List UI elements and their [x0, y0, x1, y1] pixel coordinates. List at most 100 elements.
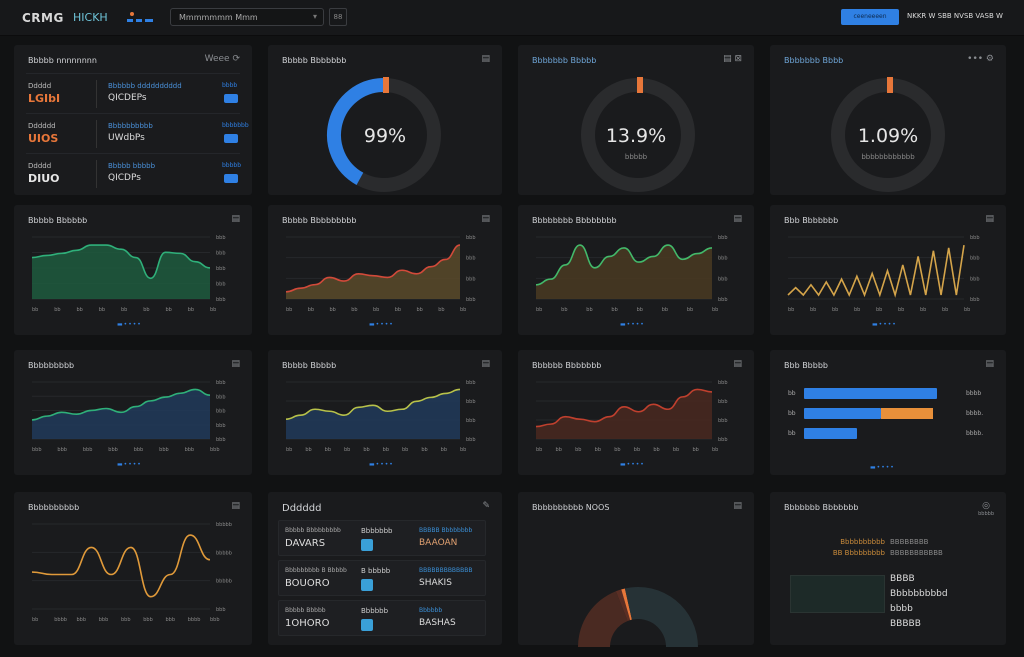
- panel-actions[interactable]: Weee ⟳: [204, 54, 240, 64]
- menu-icon[interactable]: ▤: [231, 359, 240, 369]
- camera-icon[interactable]: ◎ bbbbb: [978, 501, 994, 517]
- x-tick-label: bb: [330, 307, 336, 313]
- menu-icon[interactable]: ▤: [231, 214, 240, 224]
- pagination-dots[interactable]: ▬••••: [117, 321, 142, 328]
- menu-icon[interactable]: ▤: [733, 359, 742, 369]
- y-tick-label: bbb: [216, 394, 226, 400]
- y-tick-label: bbb: [216, 607, 226, 613]
- x-tick-label: bb: [634, 447, 640, 453]
- pagination-dots[interactable]: ▬••••: [870, 464, 895, 471]
- cell-label: Bbbbb Bbbbbbbbb: [285, 527, 341, 534]
- table-row[interactable]: Bbbbbbbbb B Bbbbb BOUORO B bbbbb BBBBBBB…: [278, 560, 486, 596]
- pagination-dots[interactable]: ▬••••: [369, 321, 394, 328]
- y-tick-label: bbb: [970, 235, 980, 241]
- pie-slice: [615, 589, 631, 621]
- series-line: [31, 388, 211, 421]
- metric-value: UWdbPs: [108, 133, 145, 143]
- trend-icon[interactable]: [224, 94, 238, 103]
- chart-panel: Bbbbbbbb Bbbbbbbb ▤ bbb bbb bbb bbb bb bb bb bb b…: [518, 205, 754, 335]
- panel-title: Bbbbbbb Bbbbb: [532, 56, 597, 65]
- metric-value: QICDEPs: [108, 93, 147, 103]
- kpi-row[interactable]: Ddddd LGIbI Bbbbbb dddddddddd QICDEPs bb…: [26, 73, 240, 113]
- area-fill: [286, 245, 460, 299]
- app-logo: CRMG: [22, 11, 64, 25]
- chart-panel: Bbbbbbbbb ▤ bbb bbb bbb bbb bbb bbb bbb bbb bbb bb…: [14, 350, 252, 475]
- y-tick-label: bbb: [216, 409, 226, 415]
- cell-label: Bbbbbbb: [361, 527, 393, 535]
- pagination-dots[interactable]: ▬••••: [369, 461, 394, 468]
- y-tick-label: bbb: [466, 380, 476, 386]
- top-bar: CRMG HICKH Mmmmmmm Mmm ▾ 88 ceeneeeen NKK…: [0, 0, 1024, 36]
- pagination-dots[interactable]: ▬••••: [620, 461, 645, 468]
- cell-value: SHAKIS: [419, 578, 452, 588]
- action-link[interactable]: Weee: [204, 54, 230, 64]
- trend-icon[interactable]: [224, 134, 238, 143]
- search-button[interactable]: 88: [329, 8, 347, 26]
- menu-icon[interactable]: ▤: [231, 501, 240, 511]
- y-tick-label: bbb: [466, 297, 476, 303]
- x-tick-label: bb: [712, 307, 718, 313]
- link-icon[interactable]: [361, 539, 373, 551]
- x-tick-label: bb: [402, 447, 408, 453]
- pagination-dots[interactable]: ▬••••: [872, 321, 897, 328]
- y-tick-label: bbb: [718, 418, 728, 424]
- x-tick-label: bb: [32, 617, 38, 623]
- cell-label: BBBBBBBBBBBBB: [419, 567, 473, 574]
- menu-icon[interactable]: ▤: [985, 359, 994, 369]
- x-tick-label: bb: [810, 307, 816, 313]
- edit-icon[interactable]: ✎: [482, 501, 490, 511]
- settings-icon[interactable]: ••• ⚙: [967, 54, 994, 64]
- metric-label: Bbbbbbbbbb: [108, 122, 153, 130]
- trend-icon[interactable]: [224, 174, 238, 183]
- table-row[interactable]: Bbbbb Bbbbbbbbb DAVARS Bbbbbbb BBBBB Bbb…: [278, 520, 486, 556]
- x-tick-label: bb: [383, 447, 389, 453]
- panel-title: Bbbbb Bbbbbb: [28, 216, 88, 225]
- y-tick-label: bbbbb: [216, 550, 232, 556]
- kpi-value: DIUO: [28, 172, 60, 185]
- menu-icon[interactable]: ▤: [733, 214, 742, 224]
- bar-label: bb: [788, 410, 796, 417]
- x-tick-label: bb: [77, 307, 83, 313]
- gauge-label: bbbbb: [624, 153, 648, 161]
- bar-fill-blue: [804, 388, 937, 399]
- y-tick-label: bbb: [466, 235, 476, 241]
- bar-row[interactable]: bb bbbb: [770, 388, 1006, 402]
- menu-icon[interactable]: ▤: [985, 214, 994, 224]
- table-row[interactable]: Bbbbb Bbbbb 1OHORO Bbbbbb Bbbbbb BASHAS: [278, 600, 486, 636]
- menu-icon[interactable]: ▤: [481, 214, 490, 224]
- y-tick-label: bbb: [718, 276, 728, 282]
- cell-label: B bbbbb: [361, 567, 391, 575]
- pagination-dots[interactable]: ▬••••: [620, 321, 645, 328]
- bar-row[interactable]: bb bbbb.: [770, 408, 1006, 422]
- kpi-value: LGIbI: [28, 92, 61, 105]
- menu-icon[interactable]: ▤: [481, 359, 490, 369]
- info-line: BBBB: [890, 574, 915, 584]
- y-tick-label: bbb: [466, 276, 476, 282]
- link-icon[interactable]: [361, 579, 373, 591]
- cell-label: Bbbbbbbbb B Bbbbb: [285, 567, 347, 574]
- menu-icon[interactable]: ▤: [481, 54, 490, 64]
- panel-icons[interactable]: ▤ ⊠: [723, 54, 742, 64]
- x-tick-label: bb: [395, 307, 401, 313]
- chart-panel: Bbbbbbbbbb ▤ bbbbb bbbbb bbbbb bbb bb bbbb bbb b…: [14, 492, 252, 645]
- primary-button[interactable]: ceeneeeen: [841, 9, 899, 25]
- panel-title: Bbbbb nnnnnnnn: [28, 56, 97, 65]
- search-input[interactable]: Mmmmmmm Mmm ▾: [170, 8, 324, 26]
- bar-list-panel: Bbb Bbbbb ▤ bb bbbb bb bbbb. bb bbbb. ▬•…: [770, 350, 1006, 475]
- kpi-row[interactable]: Dddddd UIOS Bbbbbbbbbb UWdbPs bbbbbbb: [26, 113, 249, 153]
- panel-title: Bbbbbb Bbbbbbb: [532, 361, 602, 370]
- series-line: [787, 244, 965, 298]
- bar-row[interactable]: bb bbbb.: [770, 428, 1006, 442]
- kpi-row[interactable]: Ddddd DIUO Bbbbb bbbbb QICDPs bbbbb: [26, 153, 242, 193]
- link-icon[interactable]: [361, 619, 373, 631]
- x-tick-label: bb: [308, 307, 314, 313]
- chevron-down-icon[interactable]: ▾: [312, 12, 317, 21]
- pagination-dots[interactable]: ▬••••: [117, 461, 142, 468]
- menu-icon[interactable]: ▤: [733, 501, 742, 511]
- user-menu[interactable]: NKKR W SBB NVSB VASB W: [907, 12, 1003, 20]
- cell-label: Bbbbbb: [361, 607, 389, 615]
- cell-label: BBBBB Bbbbbbbb: [419, 527, 473, 534]
- badge-label: bbbbb: [222, 162, 242, 169]
- chart-panel: Bbbbbb Bbbbbbb ▤ bbb bbb bbb bbb bb bb bb bb bb bb…: [518, 350, 754, 475]
